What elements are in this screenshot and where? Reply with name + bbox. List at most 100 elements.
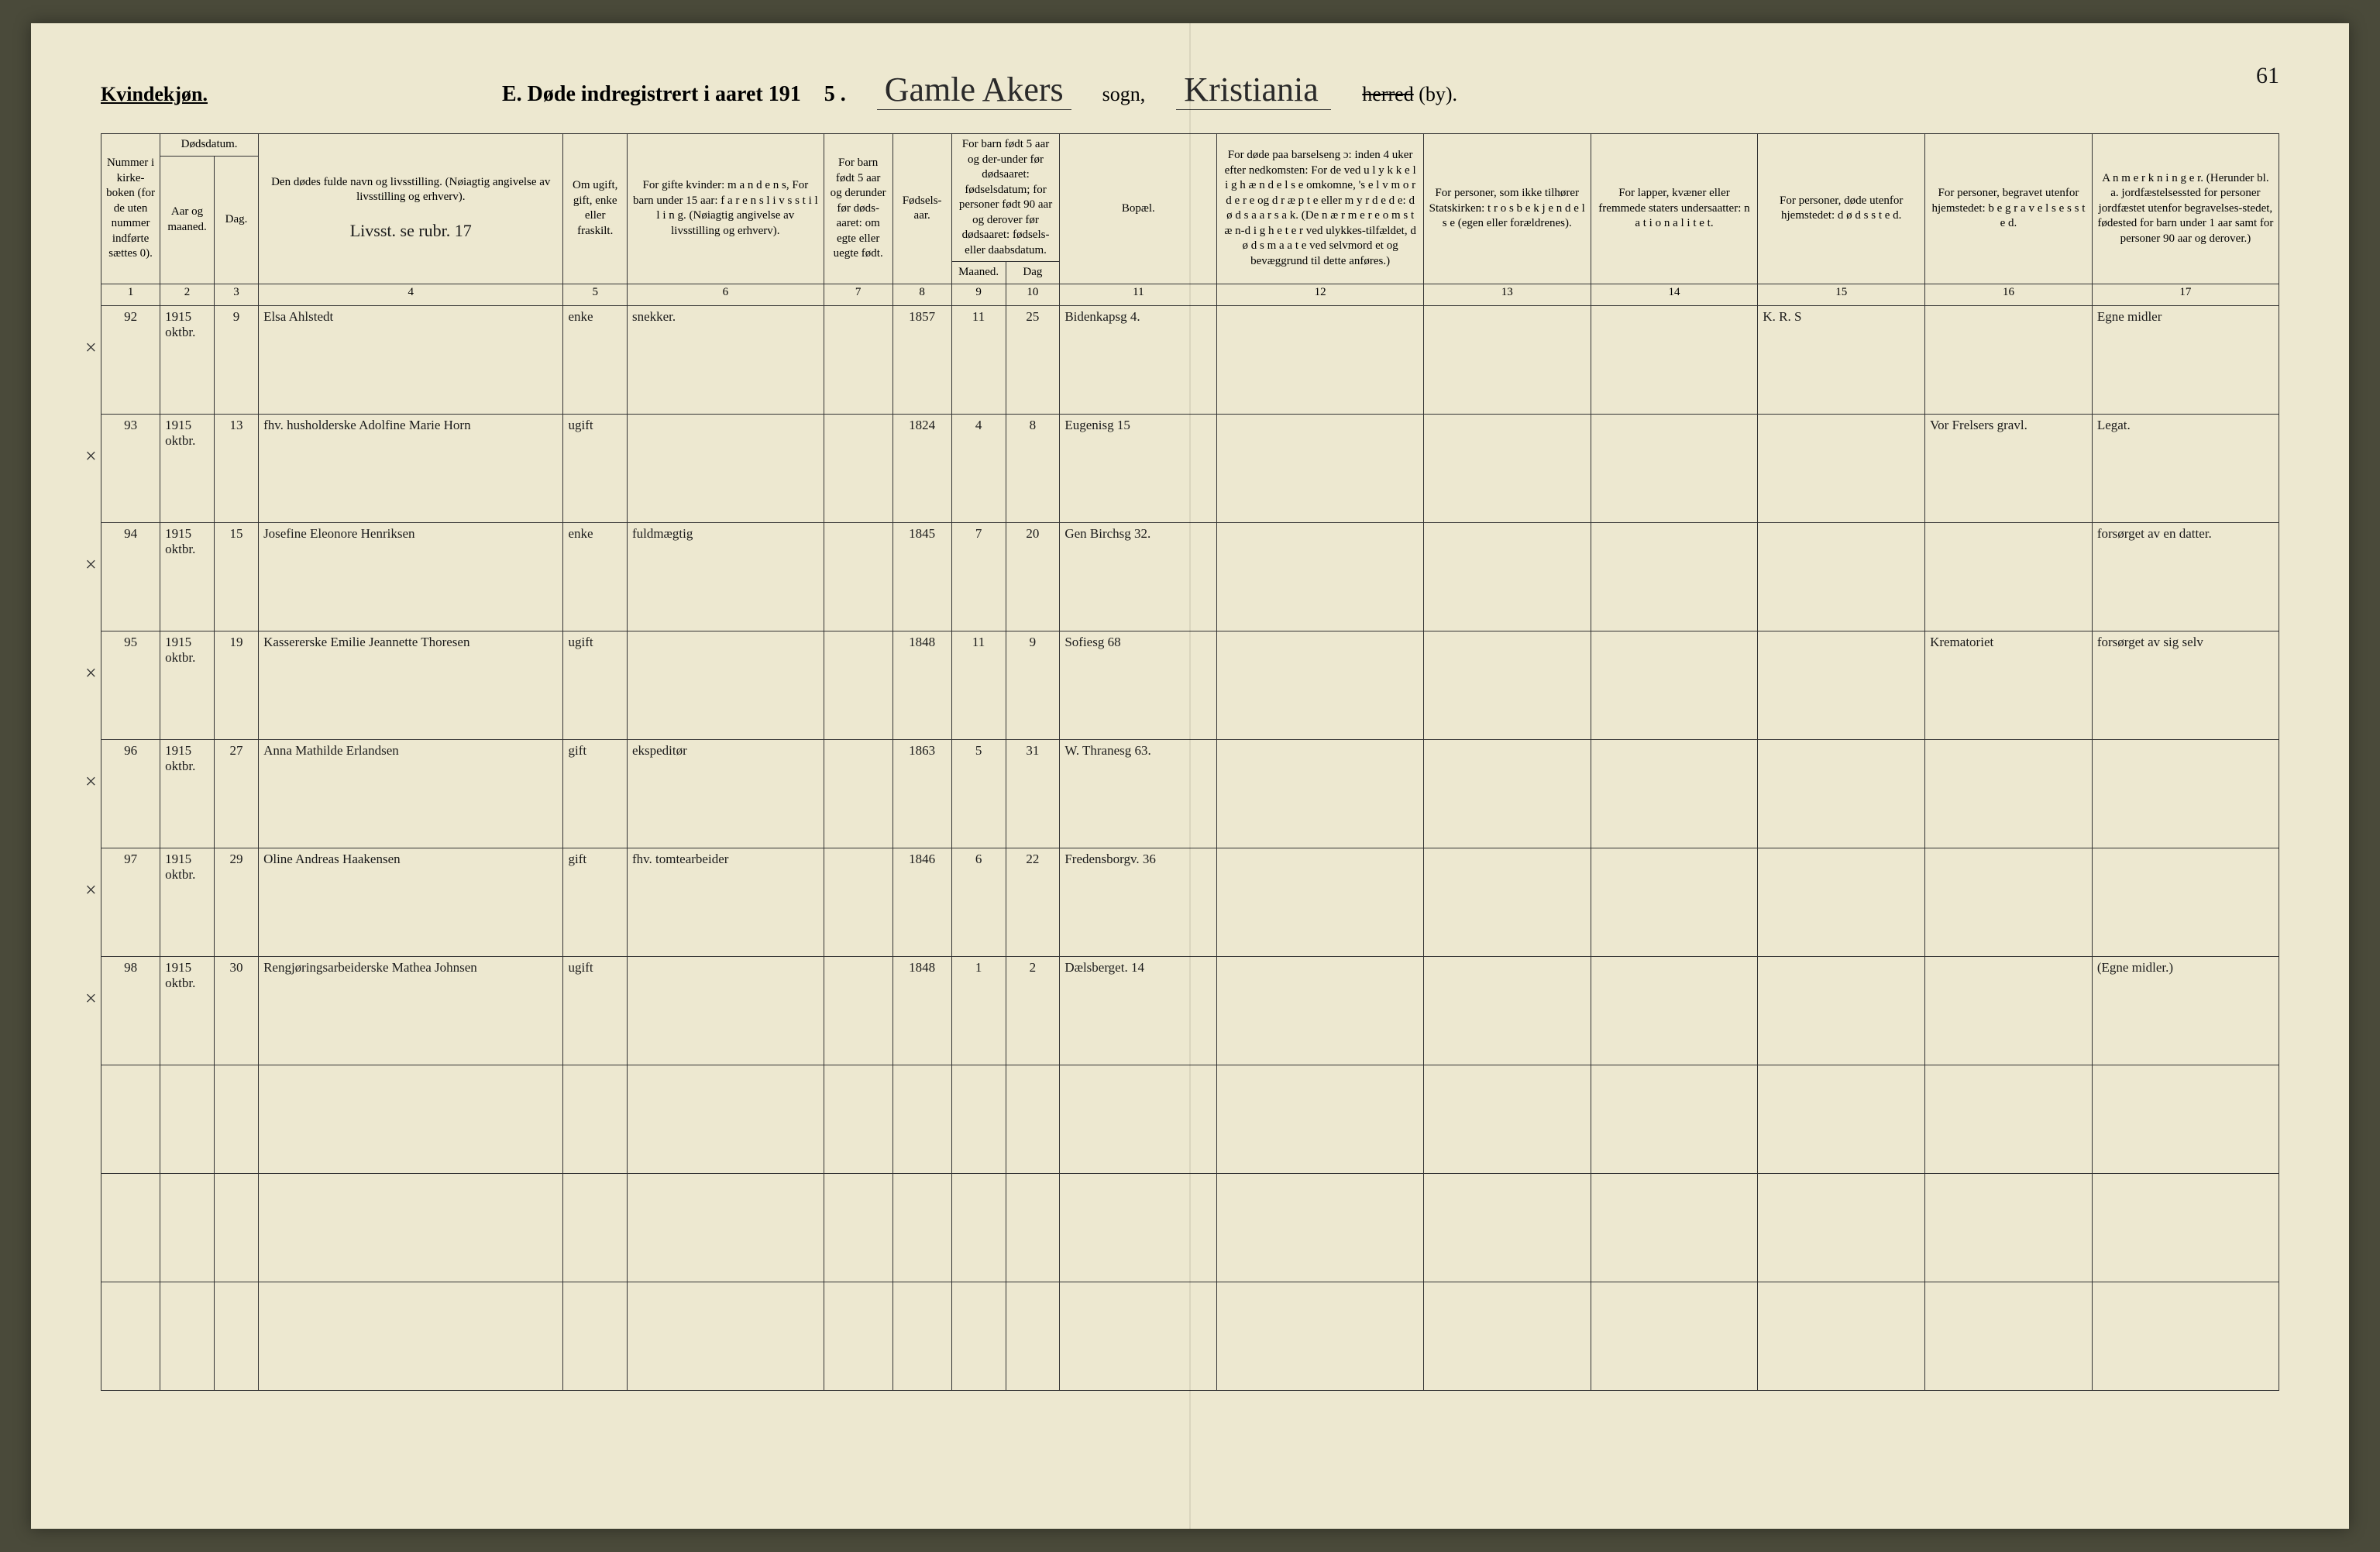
cell-m: 7 bbox=[951, 522, 1006, 631]
page-number: 61 bbox=[2256, 62, 2279, 90]
cell-empty bbox=[824, 1282, 892, 1390]
cell-ym: 1915 oktbr. bbox=[160, 305, 215, 414]
col-header-6: For gifte kvinder: m a n d e n s, For ba… bbox=[627, 134, 824, 284]
cell-year: 1863 bbox=[892, 739, 951, 848]
cell-c16 bbox=[1925, 739, 2093, 848]
cell-empty bbox=[563, 1065, 627, 1173]
cell-c12 bbox=[1217, 631, 1424, 739]
row-mark-icon: × bbox=[85, 445, 97, 468]
cell-num: 95 bbox=[101, 631, 160, 739]
cell-bopael: W. Thranesg 63. bbox=[1060, 739, 1217, 848]
cell-bopael: Eugenisg 15 bbox=[1060, 414, 1217, 522]
cell-status: gift bbox=[563, 739, 627, 848]
row-mark-icon: × bbox=[85, 770, 97, 793]
cell-ym: 1915 oktbr. bbox=[160, 848, 215, 956]
colnum: 5 bbox=[563, 284, 627, 305]
cell-day: 15 bbox=[214, 522, 258, 631]
cell-d: 31 bbox=[1006, 739, 1060, 848]
cell-bopael: Dælsberget. 14 bbox=[1060, 956, 1217, 1065]
cell-c17: Egne midler bbox=[2092, 305, 2279, 414]
cell-c13 bbox=[1423, 305, 1591, 414]
cell-empty bbox=[101, 1065, 160, 1173]
cell-mand bbox=[627, 956, 824, 1065]
cell-year: 1824 bbox=[892, 414, 951, 522]
cell-num: 96 bbox=[101, 739, 160, 848]
cell-c7 bbox=[824, 631, 892, 739]
cell-num: 94 bbox=[101, 522, 160, 631]
herred-fill: Kristiania bbox=[1176, 70, 1331, 110]
cell-empty bbox=[101, 1282, 160, 1390]
herred-suffix: (by). bbox=[1419, 83, 1457, 105]
table-head: Nummer i kirke-boken (for de uten nummer… bbox=[101, 134, 2279, 306]
cell-m: 5 bbox=[951, 739, 1006, 848]
cell-c16 bbox=[1925, 522, 2093, 631]
colnum: 11 bbox=[1060, 284, 1217, 305]
cell-empty bbox=[892, 1282, 951, 1390]
cell-bopael: Bidenkapsg 4. bbox=[1060, 305, 1217, 414]
column-number-row: 1 2 3 4 5 6 7 8 9 10 11 12 13 14 15 16 1… bbox=[101, 284, 2279, 305]
cell-d: 20 bbox=[1006, 522, 1060, 631]
cell-empty bbox=[1217, 1282, 1424, 1390]
table-row: 981915 oktbr.30Rengjøringsarbeiderske Ma… bbox=[101, 956, 2279, 1065]
cell-empty bbox=[1758, 1282, 1925, 1390]
cell-day: 27 bbox=[214, 739, 258, 848]
cell-c17: Legat. bbox=[2092, 414, 2279, 522]
cell-c16: Vor Frelsers gravl. bbox=[1925, 414, 2093, 522]
cell-empty bbox=[1217, 1173, 1424, 1282]
cell-mand: fhv. tomtearbeider bbox=[627, 848, 824, 956]
colnum: 16 bbox=[1925, 284, 2093, 305]
cell-empty bbox=[1925, 1173, 2093, 1282]
cell-empty bbox=[1925, 1282, 2093, 1390]
cell-c7 bbox=[824, 739, 892, 848]
cell-c14 bbox=[1591, 631, 1758, 739]
cell-c17 bbox=[2092, 848, 2279, 956]
cell-day: 13 bbox=[214, 414, 258, 522]
cell-status: ugift bbox=[563, 956, 627, 1065]
cell-c12 bbox=[1217, 848, 1424, 956]
year-suffix: 5 . bbox=[824, 82, 846, 107]
cell-empty bbox=[2092, 1065, 2279, 1173]
col-header-4-text: Den dødes fulde navn og livsstilling. (N… bbox=[271, 176, 550, 204]
table-row: 951915 oktbr.19Kassererske Emilie Jeanne… bbox=[101, 631, 2279, 739]
cell-empty bbox=[214, 1065, 258, 1173]
colnum: 6 bbox=[627, 284, 824, 305]
cell-c17: forsørget av en datter. bbox=[2092, 522, 2279, 631]
cell-c14 bbox=[1591, 956, 1758, 1065]
cell-num: 97 bbox=[101, 848, 160, 956]
cell-num: 98 bbox=[101, 956, 160, 1065]
cell-empty bbox=[259, 1282, 563, 1390]
herred-label: herred (by). bbox=[1362, 83, 1457, 106]
cell-d: 8 bbox=[1006, 414, 1060, 522]
cell-empty bbox=[259, 1065, 563, 1173]
table-row: 931915 oktbr.13fhv. husholderske Adolfin… bbox=[101, 414, 2279, 522]
cell-empty bbox=[951, 1282, 1006, 1390]
cell-c13 bbox=[1423, 956, 1591, 1065]
cell-c17 bbox=[2092, 739, 2279, 848]
cell-empty bbox=[1006, 1065, 1060, 1173]
title-prefix: E. Døde indregistrert i aaret 191 bbox=[502, 82, 801, 107]
cell-status: gift bbox=[563, 848, 627, 956]
cell-c15 bbox=[1758, 848, 1925, 956]
cell-empty bbox=[824, 1065, 892, 1173]
cell-c15 bbox=[1758, 956, 1925, 1065]
cell-ym: 1915 oktbr. bbox=[160, 522, 215, 631]
cell-c15 bbox=[1758, 414, 1925, 522]
colnum: 10 bbox=[1006, 284, 1060, 305]
col-header-13: For personer, som ikke tilhører Statskir… bbox=[1423, 134, 1591, 284]
cell-num: 92 bbox=[101, 305, 160, 414]
col-header-5: Om ugift, gift, enke eller fraskilt. bbox=[563, 134, 627, 284]
colnum: 3 bbox=[214, 284, 258, 305]
cell-m: 6 bbox=[951, 848, 1006, 956]
cell-empty bbox=[892, 1173, 951, 1282]
cell-c16 bbox=[1925, 305, 2093, 414]
colnum: 4 bbox=[259, 284, 563, 305]
cell-status: ugift bbox=[563, 631, 627, 739]
cell-d: 2 bbox=[1006, 956, 1060, 1065]
colnum: 13 bbox=[1423, 284, 1591, 305]
col-header-3: Dag. bbox=[214, 156, 258, 284]
cell-empty bbox=[563, 1282, 627, 1390]
cell-status: enke bbox=[563, 522, 627, 631]
cell-c13 bbox=[1423, 522, 1591, 631]
cell-m: 11 bbox=[951, 631, 1006, 739]
cell-c14 bbox=[1591, 848, 1758, 956]
